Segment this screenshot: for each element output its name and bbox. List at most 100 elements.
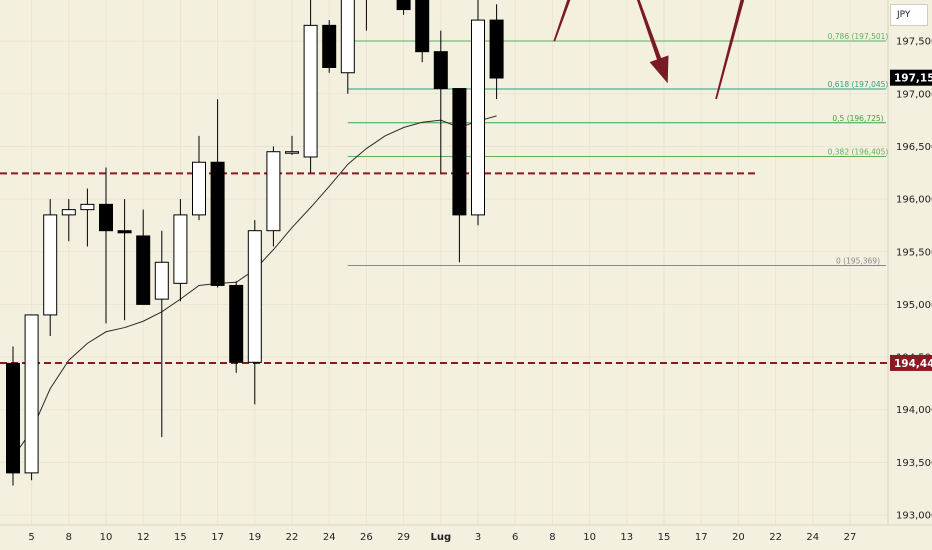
x-tick-label: 12: [137, 532, 150, 543]
x-tick-label: Lug: [430, 532, 451, 543]
x-tick-label: 6: [512, 532, 518, 543]
x-tick-label: 10: [583, 532, 596, 543]
candle: [452, 88, 467, 263]
x-tick-label: 17: [695, 532, 708, 543]
x-tick-label: 5: [28, 532, 34, 543]
candle-body: [452, 88, 467, 216]
y-tick-label: 196,500: [896, 142, 932, 153]
candle: [471, 0, 485, 226]
fib-level-label: 0,382 (196,405): [828, 147, 889, 156]
x-tick-label: 24: [806, 532, 819, 543]
candle: [365, 0, 367, 31]
x-tick-label: 27: [844, 532, 857, 543]
candle: [322, 20, 337, 73]
candle: [247, 220, 262, 405]
candle: [61, 199, 76, 242]
candle: [489, 4, 504, 100]
x-tick-label: 8: [66, 532, 72, 543]
x-tick-label: 22: [769, 532, 782, 543]
candle-body: [489, 19, 504, 79]
candle-body: [61, 209, 76, 216]
candle-body: [210, 161, 225, 286]
y-tick-label: 197,500: [896, 37, 932, 48]
candle: [433, 30, 448, 173]
current-price-tag: [890, 69, 932, 86]
direction-arrow: [553, 0, 571, 42]
x-tick-label: 24: [323, 532, 336, 543]
x-tick-label: 19: [248, 532, 261, 543]
candle: [340, 0, 355, 94]
y-tick-label: 194,000: [896, 405, 932, 416]
price-tag-label: 194,444: [894, 358, 932, 370]
candle: [229, 281, 244, 373]
candle-body: [415, 0, 430, 53]
candle-body: [173, 214, 188, 284]
candle-body: [43, 214, 58, 316]
candle-body: [136, 235, 151, 305]
current-price-label: 197,153: [894, 73, 932, 85]
candle: [6, 346, 20, 486]
candle: [80, 188, 95, 247]
candle-body: [229, 284, 244, 363]
x-tick-label: 3: [475, 532, 481, 543]
x-tick-label: 15: [658, 532, 671, 543]
x-tick-label: 17: [211, 532, 224, 543]
x-tick-label: 20: [732, 532, 745, 543]
candle-body: [322, 24, 337, 68]
price-axis-background: [888, 0, 932, 525]
x-tick-label: 15: [174, 532, 187, 543]
candle: [136, 209, 151, 305]
candle-body: [154, 261, 169, 300]
candle-body: [396, 0, 411, 11]
x-tick-label: 22: [286, 532, 299, 543]
candle-body: [99, 203, 113, 232]
candle: [192, 135, 206, 221]
candle-body: [433, 51, 448, 90]
candle-body: [80, 203, 95, 211]
candle-body: [340, 0, 355, 74]
candle: [24, 314, 39, 481]
candle: [396, 0, 411, 15]
candle: [99, 167, 113, 324]
candle: [117, 199, 132, 321]
currency-label[interactable]: JPY: [890, 4, 928, 26]
fib-level-label: 0,786 (197,501): [828, 32, 889, 41]
fib-level-label: 0,5 (196,725): [832, 114, 883, 123]
candle-body: [266, 151, 281, 232]
direction-arrow: [715, 0, 745, 100]
candle-body: [6, 362, 20, 474]
candle-body: [117, 230, 132, 234]
fib-level-label: 0 (195,369): [836, 257, 880, 266]
candle: [210, 99, 225, 288]
candle: [415, 0, 430, 63]
candle: [173, 199, 188, 302]
time-axis-background: [0, 525, 932, 550]
candle-body: [303, 24, 318, 158]
y-tick-label: 195,500: [896, 247, 932, 258]
candle: [303, 0, 318, 173]
candle-body: [247, 230, 262, 363]
x-tick-label: 13: [620, 532, 633, 543]
candle-body: [285, 151, 299, 154]
x-tick-label: 10: [100, 532, 113, 543]
candle-body: [24, 314, 39, 474]
x-tick-label: 26: [360, 532, 373, 543]
y-tick-label: 195,000: [896, 300, 932, 311]
y-tick-label: 193,000: [896, 511, 932, 522]
candle: [266, 146, 281, 247]
y-tick-label: 193,500: [896, 458, 932, 469]
price-tag: [890, 354, 932, 371]
candle-body: [192, 161, 206, 216]
y-tick-label: 197,000: [896, 89, 932, 100]
candle: [154, 230, 169, 438]
fib-level-label: 0,618 (197,045): [828, 80, 889, 89]
y-tick-label: 196,000: [896, 195, 932, 206]
candle: [43, 199, 58, 336]
grid: [0, 0, 888, 525]
candle: [285, 135, 299, 155]
x-tick-label: 29: [397, 532, 410, 543]
direction-arrow: [636, 0, 669, 84]
candle-body: [471, 19, 485, 216]
